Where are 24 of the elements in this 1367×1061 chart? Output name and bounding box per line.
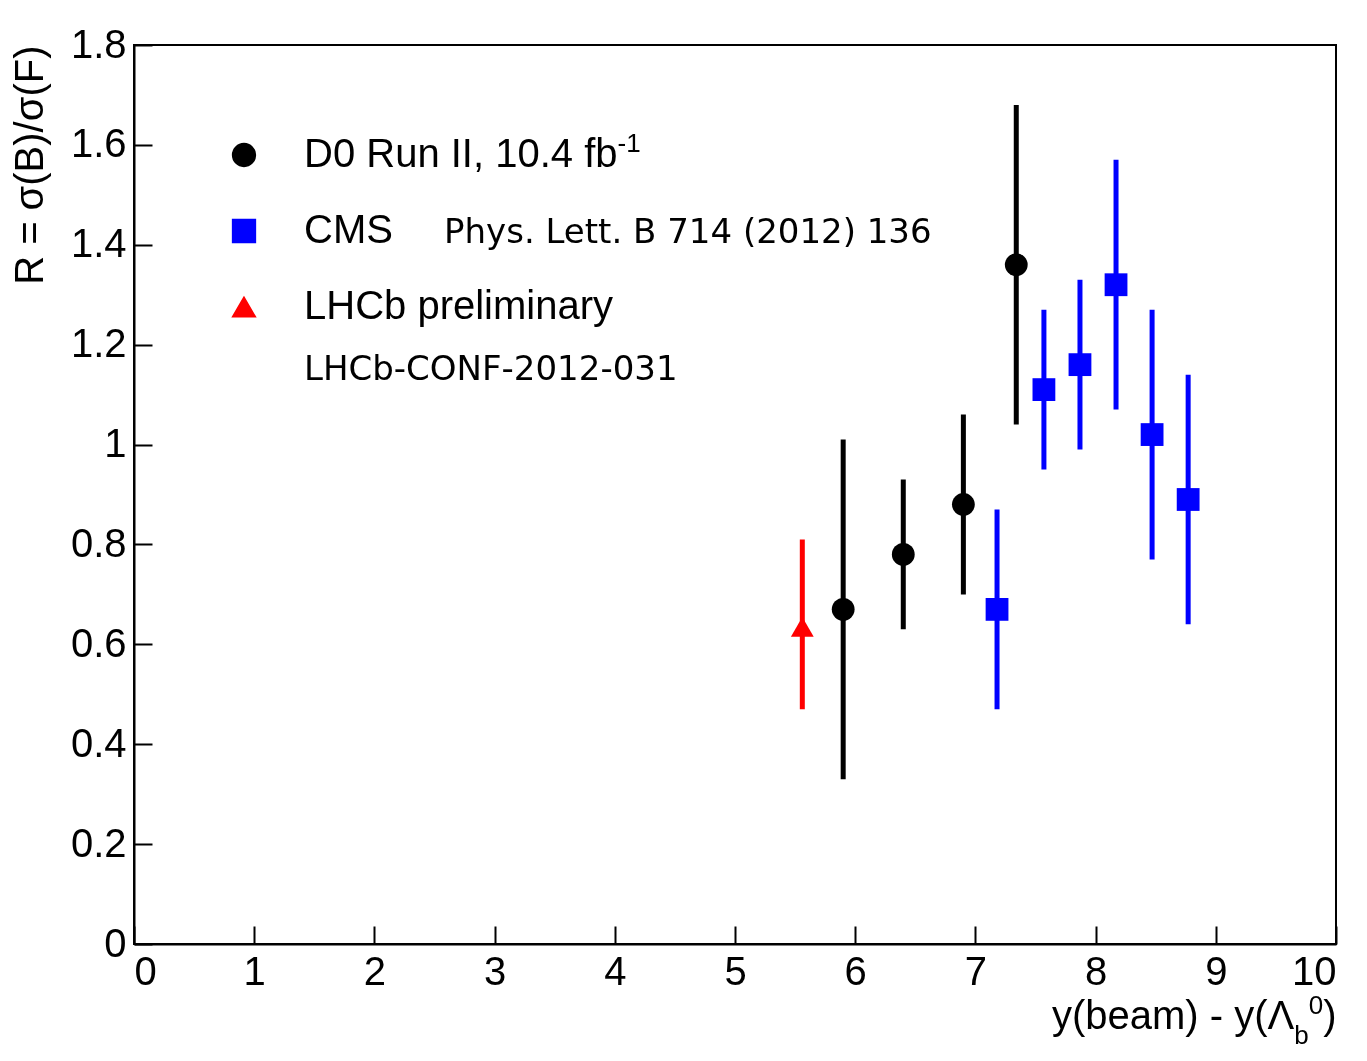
y-tick-label: 0.4	[70, 720, 127, 765]
y-tick-label: 1.4	[70, 221, 127, 266]
annotation: LHCb-CONF-2012-031	[304, 348, 678, 388]
legend-label: LHCb preliminary	[304, 283, 613, 327]
y-tick-label: 1.8	[70, 21, 127, 66]
legend-label: CMS	[304, 207, 393, 251]
y-tick-label: 0	[104, 920, 127, 965]
annotation: Phys. Lett. B 714 (2012) 136	[444, 211, 932, 251]
x-tick-label: 7	[964, 948, 988, 993]
y-tick-label: 0.8	[70, 520, 127, 565]
x-tick-label: 6	[844, 948, 867, 993]
legend-label: D0 Run II, 10.4 fb$^{-1}$	[304, 128, 641, 175]
y-tick-label: 1	[104, 421, 127, 466]
x-tick-label: 1	[243, 948, 266, 993]
y-tick-label: 1.6	[70, 121, 127, 166]
y-tick-label: 0.2	[70, 820, 127, 865]
x-tick-label: 3	[483, 948, 507, 993]
y-tick-label: 0.6	[70, 620, 127, 665]
y-axis-title: R = σ(B)/σ(F)	[6, 45, 51, 285]
x-tick-label: 4	[604, 948, 627, 993]
y-tick-label: 1.2	[70, 321, 127, 366]
x-tick-label: 0	[134, 948, 157, 993]
x-tick-label: 5	[724, 948, 747, 993]
x-tick-label: 2	[363, 948, 387, 993]
